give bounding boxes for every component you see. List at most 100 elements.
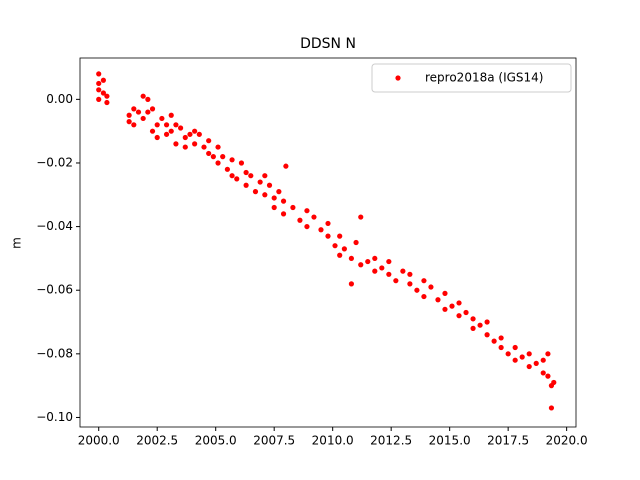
point bbox=[545, 351, 551, 357]
point bbox=[498, 344, 504, 351]
x-tick-label: 2020.0 bbox=[546, 434, 588, 448]
point bbox=[325, 220, 331, 227]
point bbox=[96, 80, 102, 87]
point bbox=[449, 303, 455, 309]
point bbox=[280, 211, 287, 217]
point bbox=[372, 268, 378, 274]
point bbox=[154, 134, 160, 141]
point bbox=[131, 106, 137, 112]
legend-label: repro2018a (IGS14) bbox=[425, 71, 543, 85]
point bbox=[201, 144, 207, 150]
point bbox=[192, 141, 198, 147]
point bbox=[100, 77, 106, 83]
point bbox=[484, 319, 490, 325]
point bbox=[154, 122, 160, 128]
point bbox=[358, 214, 364, 220]
point bbox=[149, 128, 156, 134]
x-tick-label: 2000.0 bbox=[78, 434, 120, 448]
point bbox=[491, 338, 497, 344]
point bbox=[280, 198, 287, 204]
point bbox=[548, 405, 555, 411]
point bbox=[126, 112, 132, 118]
point bbox=[173, 141, 179, 147]
point bbox=[187, 131, 193, 137]
point bbox=[379, 265, 385, 271]
point bbox=[358, 262, 364, 268]
point bbox=[325, 233, 331, 239]
plot-frame bbox=[79, 57, 577, 428]
point bbox=[257, 179, 263, 185]
point bbox=[276, 189, 282, 195]
point bbox=[311, 214, 317, 220]
point bbox=[220, 154, 226, 160]
point bbox=[96, 71, 102, 77]
point bbox=[348, 255, 354, 262]
point bbox=[262, 173, 268, 179]
point bbox=[163, 122, 170, 128]
point bbox=[271, 204, 277, 211]
point bbox=[96, 96, 102, 102]
point bbox=[238, 160, 245, 166]
point bbox=[145, 109, 151, 115]
point bbox=[421, 293, 427, 300]
point bbox=[477, 322, 483, 328]
point bbox=[182, 144, 188, 150]
point bbox=[266, 182, 273, 188]
point bbox=[140, 115, 146, 122]
y-tick-label: −0.10 bbox=[36, 410, 73, 424]
point bbox=[145, 96, 151, 102]
y-axis-label: m bbox=[10, 237, 24, 249]
point bbox=[149, 106, 156, 112]
point bbox=[435, 297, 441, 303]
point bbox=[262, 192, 268, 198]
point bbox=[248, 173, 254, 179]
point bbox=[159, 115, 165, 122]
point bbox=[135, 109, 142, 115]
point bbox=[372, 255, 378, 262]
point bbox=[512, 357, 518, 363]
point bbox=[163, 131, 170, 137]
point bbox=[182, 134, 188, 141]
x-tick-label: 2007.5 bbox=[253, 434, 295, 448]
point bbox=[192, 128, 198, 134]
point bbox=[407, 271, 413, 277]
point bbox=[407, 281, 413, 287]
point bbox=[283, 163, 289, 169]
point bbox=[540, 370, 546, 376]
point bbox=[210, 154, 216, 160]
point bbox=[215, 160, 221, 166]
point bbox=[456, 300, 462, 306]
y-tick-label: 0.00 bbox=[46, 92, 73, 106]
point bbox=[131, 122, 137, 128]
point bbox=[421, 278, 427, 284]
point bbox=[442, 290, 448, 296]
point bbox=[234, 176, 240, 182]
point bbox=[470, 325, 476, 331]
point bbox=[353, 239, 359, 246]
point bbox=[442, 306, 448, 312]
point bbox=[271, 195, 277, 201]
y-tick-label: −0.08 bbox=[36, 346, 73, 360]
point bbox=[526, 363, 532, 370]
point bbox=[519, 354, 525, 360]
point bbox=[545, 373, 551, 379]
point bbox=[215, 144, 221, 150]
point bbox=[337, 252, 343, 258]
y-tick-label: −0.02 bbox=[36, 155, 73, 169]
point bbox=[304, 223, 310, 230]
point bbox=[512, 344, 518, 351]
point bbox=[206, 150, 212, 157]
point bbox=[243, 182, 249, 188]
point bbox=[224, 166, 230, 172]
point bbox=[140, 93, 146, 99]
point bbox=[393, 278, 399, 284]
y-tick-label: −0.04 bbox=[36, 219, 73, 233]
point bbox=[96, 87, 102, 93]
point bbox=[341, 246, 347, 252]
x-tick-label: 2015.0 bbox=[429, 434, 471, 448]
point bbox=[252, 189, 259, 195]
point bbox=[414, 287, 420, 293]
point bbox=[297, 217, 303, 223]
y-tick-label: −0.06 bbox=[36, 283, 73, 297]
